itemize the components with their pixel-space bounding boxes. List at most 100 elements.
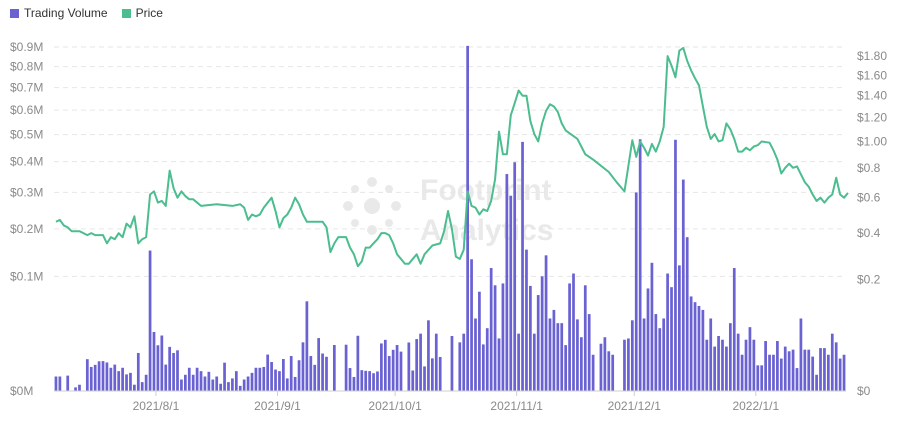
volume-bar [250, 372, 254, 391]
volume-bar [768, 354, 771, 391]
y-right-tick-label: $1.00 [857, 134, 887, 148]
y-right-tick-label: $0.2 [857, 272, 881, 286]
volume-bar [721, 339, 724, 391]
volume-bar [227, 382, 230, 391]
volume-bar [638, 139, 642, 391]
y-left-tick-label: $0.7M [10, 81, 43, 95]
y-right-tick-label: $1.20 [857, 111, 887, 125]
volume-bar [317, 338, 321, 391]
volume-bar [313, 364, 317, 391]
y-right-tick-label: $0.8 [857, 161, 881, 175]
legend-item-price[interactable]: Price [121, 6, 163, 20]
y-right-tick-label: $0 [857, 384, 871, 398]
volume-bar [764, 341, 767, 391]
volume-bar [231, 378, 234, 391]
volume-bar [450, 336, 454, 391]
volume-bar [572, 273, 575, 391]
volume-bar [93, 364, 97, 391]
volume-bar [372, 373, 375, 391]
volume-bar [807, 349, 811, 391]
volume-bar [172, 352, 175, 391]
volume-bar [176, 350, 179, 391]
volume-bar [607, 351, 611, 391]
volume-bar [795, 368, 799, 391]
volume-bar [701, 309, 705, 391]
volume-bar [685, 237, 689, 391]
watermark: Footprint Analytics [343, 174, 553, 247]
volume-bar [525, 249, 528, 391]
volume-bar [830, 333, 834, 391]
volume-bar [332, 344, 336, 391]
volume-bar [117, 371, 121, 391]
volume-bar [834, 342, 838, 391]
volume-bar [752, 339, 756, 391]
volume-bar [219, 383, 222, 391]
volume-bar [576, 319, 579, 391]
volume-bar [536, 295, 540, 391]
volume-bar [309, 356, 313, 391]
volume-bar [544, 255, 548, 391]
volume-bar [387, 356, 391, 391]
volume-bar [689, 296, 693, 391]
volume-bar [136, 352, 140, 391]
volume-bar [254, 367, 258, 391]
volume-bar [140, 382, 144, 391]
volume-bar [666, 273, 669, 391]
volume-bar [823, 348, 826, 391]
volume-bar [681, 179, 685, 391]
volume-bar [199, 371, 203, 391]
volume-bar [779, 358, 783, 391]
y-right-tick-label: $0.4 [857, 226, 881, 240]
volume-bar [391, 349, 395, 391]
y-left-tick-label: $0.6M [10, 103, 43, 117]
volume-bar [517, 333, 520, 391]
volume-bar [183, 374, 187, 391]
volume-bar [705, 339, 709, 391]
legend: Trading Volume Price [10, 6, 163, 20]
volume-bar [748, 327, 752, 391]
volume-bar [380, 343, 383, 391]
volume-bar [650, 262, 654, 391]
volume-bar [282, 358, 285, 391]
volume-bar [772, 354, 775, 391]
volume-bar [529, 285, 532, 391]
volume-bar [85, 359, 89, 391]
y-axis-right: $0 $0.2 $0.4 $0.6 $0.8 $1.00 $1.20 $1.40 $1.60 $1… [857, 49, 887, 398]
volume-bar [556, 323, 560, 391]
volume-bar [623, 339, 626, 391]
volume-bar [552, 309, 556, 391]
volume-bar [211, 379, 215, 391]
volume-bar [489, 268, 493, 391]
volume-bar [725, 346, 728, 391]
watermark-line2: Analytics [420, 214, 553, 247]
volume-bar [603, 337, 607, 391]
volume-bar [191, 374, 195, 391]
volume-bar [783, 346, 787, 391]
volume-bar [238, 385, 242, 391]
y-right-tick-label: $1.80 [857, 49, 887, 63]
legend-swatch-price [121, 8, 131, 18]
volume-bar [458, 342, 462, 391]
volume-bar [54, 376, 58, 391]
volume-bar [693, 302, 697, 391]
volume-bar [133, 384, 136, 391]
volume-bar [419, 333, 422, 391]
volume-bar [501, 283, 505, 391]
volume-bar [376, 371, 379, 391]
volume-bar [674, 139, 677, 391]
volume-bar [438, 356, 442, 391]
volume-bar [395, 344, 399, 391]
x-axis-tick-label: 2021/8/1 [133, 399, 180, 413]
volume-bar [744, 339, 748, 391]
volume-bar [713, 346, 717, 391]
volume-bar [642, 318, 646, 391]
volume-bar [352, 376, 356, 391]
volume-bar [532, 333, 536, 391]
legend-item-volume[interactable]: Trading Volume [10, 6, 108, 20]
legend-label-volume: Trading Volume [24, 6, 108, 20]
volume-bar [78, 384, 81, 391]
y-right-tick-label: $0.6 [857, 191, 881, 205]
volume-bar [234, 371, 238, 391]
volume-bar [736, 333, 740, 391]
